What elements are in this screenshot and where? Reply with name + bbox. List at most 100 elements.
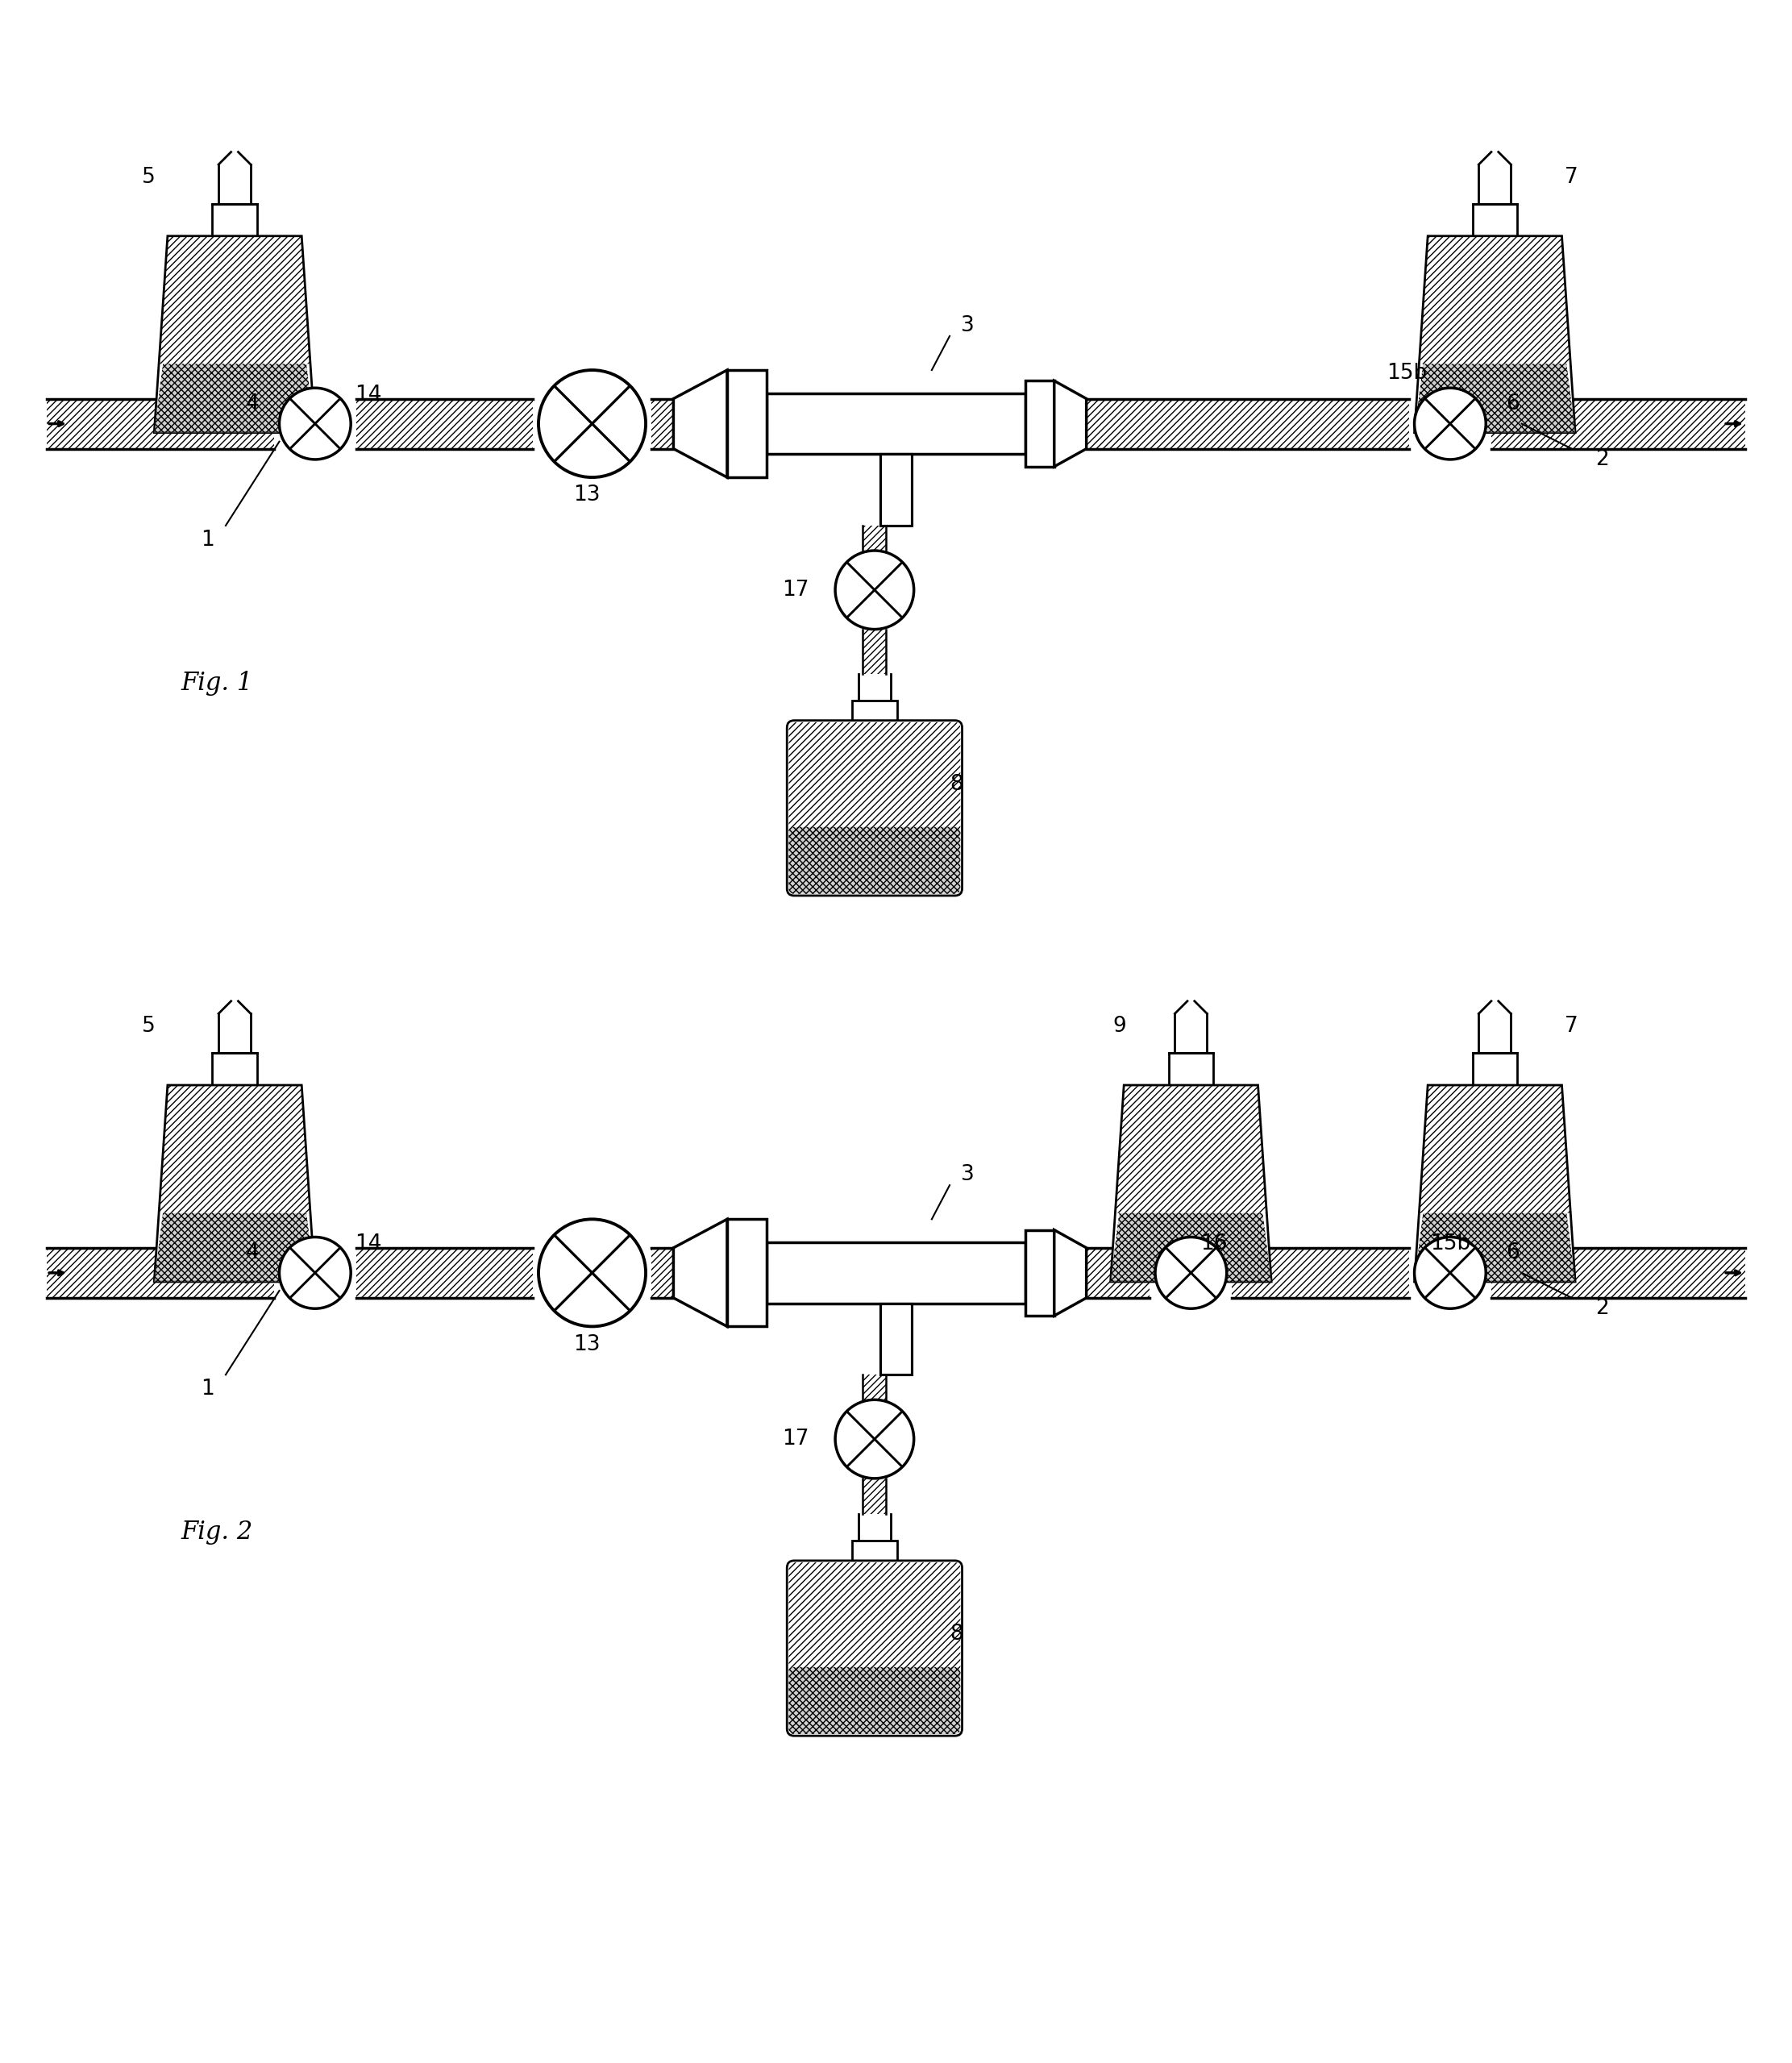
Text: 1: 1 (201, 530, 215, 551)
Text: 15b: 15b (1387, 363, 1428, 384)
Text: 6: 6 (1505, 1242, 1520, 1265)
Bar (211, 204, 256, 235)
Bar (1473, 1052, 1518, 1085)
Bar (1491, 398, 1745, 450)
Text: 8: 8 (950, 774, 964, 794)
Text: 4: 4 (246, 394, 260, 415)
Text: 14: 14 (355, 1234, 382, 1254)
Bar (357, 1248, 534, 1298)
Bar (1168, 1052, 1213, 1085)
Bar (222, 1248, 246, 1281)
Text: 16: 16 (1201, 1234, 1228, 1254)
Text: 17: 17 (783, 1428, 810, 1450)
Circle shape (280, 388, 351, 460)
Text: 17: 17 (783, 580, 810, 600)
Circle shape (280, 1238, 351, 1308)
Bar (1086, 1248, 1150, 1298)
Polygon shape (1414, 235, 1575, 433)
Bar (864, 1479, 887, 1514)
Bar (864, 526, 887, 551)
Polygon shape (1414, 1085, 1575, 1281)
Bar (211, 1052, 256, 1085)
Bar (1086, 398, 1409, 450)
Text: 1: 1 (201, 1378, 215, 1399)
Polygon shape (1054, 1230, 1086, 1316)
Polygon shape (1111, 1213, 1271, 1281)
Polygon shape (154, 235, 315, 433)
Text: 9: 9 (1113, 1015, 1125, 1036)
FancyBboxPatch shape (788, 827, 961, 893)
Bar (1025, 1230, 1054, 1316)
Bar (853, 1541, 896, 1568)
Bar (357, 1248, 534, 1298)
Bar (222, 398, 246, 433)
Bar (1473, 204, 1518, 235)
Bar (864, 1374, 887, 1401)
Text: 3: 3 (961, 1164, 975, 1184)
FancyBboxPatch shape (788, 1667, 961, 1735)
Bar (1233, 1248, 1409, 1298)
Text: 7: 7 (1564, 1015, 1579, 1036)
Bar (880, 1304, 912, 1374)
Bar (47, 398, 274, 450)
Text: 5: 5 (142, 167, 156, 188)
Circle shape (538, 1219, 645, 1327)
Polygon shape (154, 1085, 315, 1281)
Bar (864, 1479, 887, 1514)
Bar (650, 398, 674, 450)
Bar (1179, 1248, 1202, 1281)
Polygon shape (1414, 1213, 1575, 1281)
Bar (650, 1248, 674, 1298)
Polygon shape (1414, 363, 1575, 433)
Bar (1491, 1248, 1745, 1298)
Bar (650, 398, 674, 450)
Bar (880, 454, 912, 526)
Bar (728, 369, 767, 477)
Text: 4: 4 (246, 1242, 260, 1265)
Bar (864, 629, 887, 675)
Text: 13: 13 (573, 485, 600, 505)
Circle shape (1414, 388, 1486, 460)
Text: 15b: 15b (1430, 1234, 1471, 1254)
Bar (1025, 382, 1054, 466)
Text: 14: 14 (355, 384, 382, 406)
Polygon shape (674, 1219, 728, 1327)
Bar (1179, 1248, 1202, 1281)
Bar (1086, 1248, 1150, 1298)
Polygon shape (154, 1213, 315, 1281)
Circle shape (835, 551, 914, 629)
Polygon shape (154, 363, 315, 433)
Bar (1484, 398, 1507, 433)
Bar (222, 398, 246, 433)
Circle shape (1414, 1238, 1486, 1308)
Bar (47, 1248, 274, 1298)
Bar (853, 701, 896, 728)
Bar (1491, 398, 1745, 450)
Bar (767, 394, 1025, 454)
Text: 8: 8 (950, 1624, 964, 1644)
Circle shape (1156, 1238, 1228, 1308)
Text: 13: 13 (573, 1335, 600, 1355)
Bar (864, 629, 887, 675)
Bar (728, 1219, 767, 1327)
Text: 3: 3 (961, 316, 975, 336)
Circle shape (538, 369, 645, 477)
Text: Fig. 2: Fig. 2 (181, 1520, 253, 1545)
FancyBboxPatch shape (787, 720, 962, 895)
Text: 5: 5 (142, 1015, 156, 1036)
Polygon shape (1111, 1085, 1271, 1281)
Bar (1484, 1248, 1507, 1281)
Polygon shape (1054, 382, 1086, 466)
Text: 7: 7 (1564, 167, 1579, 188)
Polygon shape (674, 369, 728, 477)
FancyBboxPatch shape (787, 1560, 962, 1735)
Text: 2: 2 (1595, 450, 1609, 470)
Text: 2: 2 (1595, 1298, 1609, 1318)
Bar (650, 1248, 674, 1298)
Bar (222, 1248, 246, 1281)
Bar (1484, 398, 1507, 433)
Bar (1484, 1248, 1507, 1281)
Bar (357, 398, 534, 450)
Circle shape (835, 1401, 914, 1479)
Bar (357, 398, 534, 450)
